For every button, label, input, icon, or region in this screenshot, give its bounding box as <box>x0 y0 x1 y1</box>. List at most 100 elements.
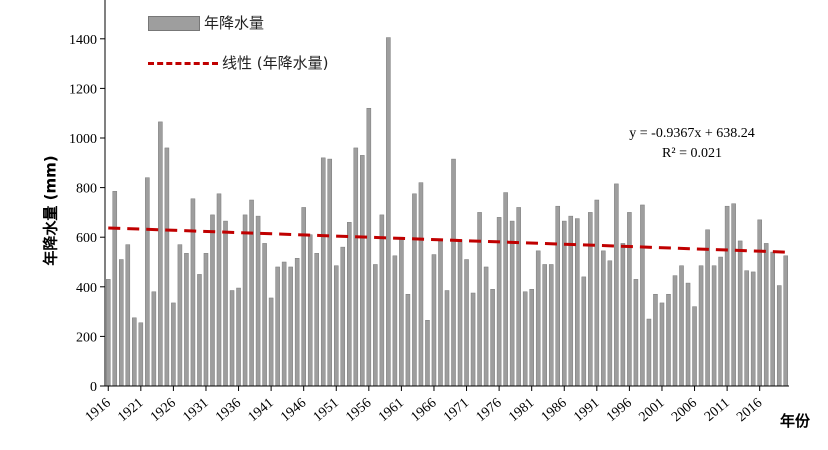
bar-1950 <box>327 158 333 387</box>
bar-1934 <box>223 220 228 387</box>
bar-1916 <box>105 279 111 387</box>
bar-1929 <box>190 198 196 387</box>
bar-1939 <box>255 215 261 387</box>
bar-1979 <box>516 207 521 387</box>
trend-line <box>108 226 786 254</box>
bar-2001 <box>659 302 665 387</box>
x-tick-label-1941: 1941 <box>246 396 277 425</box>
bar-1959 <box>386 37 391 387</box>
bar-1919 <box>125 244 131 387</box>
bar-1933 <box>216 193 222 387</box>
x-tick-label-2016: 2016 <box>734 396 765 425</box>
trend-equation: y = -0.9367x + 638.24 <box>629 126 755 141</box>
x-tick-label-1951: 1951 <box>311 396 342 425</box>
bar-2020 <box>783 255 789 387</box>
bar-1981 <box>529 289 534 387</box>
bar-2009 <box>711 265 717 387</box>
x-tick-label-1986: 1986 <box>539 396 570 425</box>
x-tick-label-1936: 1936 <box>213 396 244 425</box>
bar-1986 <box>561 220 567 387</box>
bar-1967 <box>438 240 443 387</box>
bar-1999 <box>646 318 652 387</box>
bar-1927 <box>177 244 183 387</box>
bar-1997 <box>633 279 639 387</box>
legend-bar-entry: 年降水量 <box>148 12 264 33</box>
bar-1921 <box>138 322 144 387</box>
bar-2005 <box>685 282 691 387</box>
legend-bar-swatch <box>148 16 200 31</box>
x-tick-label-2001: 2001 <box>636 396 667 425</box>
bar-1968 <box>444 290 450 387</box>
bar-1990 <box>588 212 593 387</box>
bar-2016 <box>757 219 762 387</box>
bar-1949 <box>320 157 326 387</box>
y-tick-label-200: 200 <box>76 330 97 345</box>
bar-1956 <box>366 107 372 387</box>
x-axis-label: 年份 <box>780 412 811 430</box>
y-tick-label-1000: 1000 <box>69 132 97 147</box>
bar-1940 <box>262 243 267 387</box>
x-tick-label-1961: 1961 <box>376 396 407 425</box>
bar-1969 <box>451 158 456 387</box>
legend-trend-entry: 线性 (年降水量) <box>148 52 328 73</box>
bar-1935 <box>229 290 235 387</box>
y-tick-label-1200: 1200 <box>69 82 97 97</box>
bar-1923 <box>151 291 157 387</box>
bar-1945 <box>294 258 300 387</box>
bar-2007 <box>698 265 704 387</box>
x-tick-label-1946: 1946 <box>278 396 309 425</box>
bar-2000 <box>653 293 658 387</box>
bar-2010 <box>718 256 723 387</box>
bar-1924 <box>158 121 163 387</box>
y-tick-label-800: 800 <box>76 182 97 197</box>
bar-2006 <box>692 306 697 387</box>
bar-2012 <box>731 203 736 387</box>
x-tick-label-1981: 1981 <box>506 396 537 425</box>
bar-1985 <box>555 205 561 387</box>
bar-1994 <box>614 183 619 387</box>
bar-1983 <box>542 264 547 387</box>
legend-trend-swatch <box>148 62 218 65</box>
bar-1993 <box>607 260 613 387</box>
trend-r2: R² = 0.021 <box>662 146 722 161</box>
x-tick-label-1991: 1991 <box>571 396 602 425</box>
bar-1941 <box>268 297 274 387</box>
bar-1996 <box>627 212 632 387</box>
bar-1920 <box>132 317 137 387</box>
y-axis: 0 200 400 600 800 1000 1200 1400 <box>69 0 106 395</box>
x-tick-label-1976: 1976 <box>474 396 505 425</box>
bar-1937 <box>242 214 248 387</box>
bar-1995 <box>620 243 626 387</box>
y-tick-label-0: 0 <box>90 380 97 395</box>
y-axis-label: 年降水量 (mm) <box>41 155 60 266</box>
bar-1932 <box>210 214 215 387</box>
bar-1984 <box>548 264 554 387</box>
bar-1951 <box>333 265 339 387</box>
bar-1971 <box>464 259 469 387</box>
bar-1991 <box>594 199 600 387</box>
bar-1989 <box>581 276 587 387</box>
bar-1966 <box>431 254 437 387</box>
bar-1974 <box>483 266 489 387</box>
bar-1944 <box>288 266 293 387</box>
bar-1961 <box>399 236 404 387</box>
bar-2002 <box>666 293 671 387</box>
bar-1970 <box>457 239 463 387</box>
bar-1973 <box>477 212 482 387</box>
bar-1987 <box>568 215 574 387</box>
bar-1953 <box>347 222 352 387</box>
x-tick-label-1931: 1931 <box>180 396 211 425</box>
bar-1952 <box>340 246 346 387</box>
bar-1982 <box>535 250 541 387</box>
legend-trend-label: 线性 (年降水量) <box>222 54 329 72</box>
x-axis: 1916 1921 1926 1931 1936 1941 1946 1951 1956 1961… <box>83 385 789 425</box>
bar-1955 <box>360 155 365 387</box>
bar-1947 <box>307 234 313 387</box>
bar-1965 <box>425 320 430 387</box>
bar-series <box>105 37 789 387</box>
bar-2013 <box>737 240 743 387</box>
bar-2018 <box>770 251 775 387</box>
bar-1948 <box>314 253 319 387</box>
bar-1942 <box>275 266 280 387</box>
